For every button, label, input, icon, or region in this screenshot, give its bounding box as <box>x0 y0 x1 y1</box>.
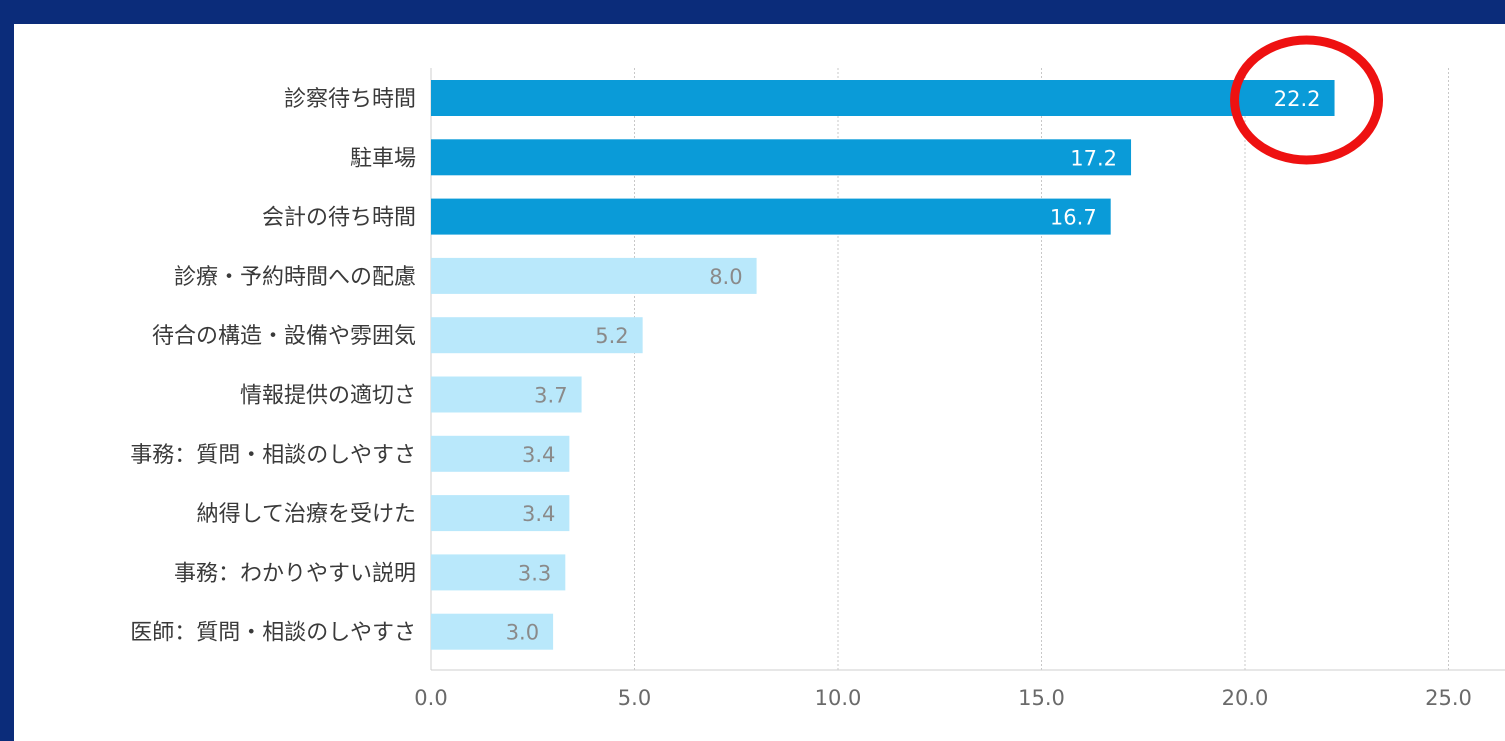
bar-6 <box>431 376 582 413</box>
category-label-6: 情報提供の適切さ <box>240 384 416 409</box>
bar-value-label-4: 8.0 <box>709 265 742 289</box>
bar-value-label-5: 5.2 <box>595 324 628 348</box>
bar-5 <box>431 317 643 354</box>
category-label-5: 待合の構造・設備や雰囲気 <box>152 324 416 349</box>
bar-chart: 22.2 診察待ち時間 17.2 駐車場 16.7 会計の待ち時間 8.0 診療・予約時間への… <box>130 35 1505 710</box>
bar-value-label-2: 17.2 <box>1070 146 1117 170</box>
bar-3 <box>431 198 1111 235</box>
bar-value-label-9: 3.3 <box>518 561 551 585</box>
bar-value-label-7: 3.4 <box>522 443 555 467</box>
x-tick-label-3: 15.0 <box>1018 686 1065 710</box>
bar-7 <box>431 435 570 472</box>
x-tick-label-4: 20.0 <box>1222 686 1269 710</box>
category-label-2: 駐車場 <box>350 146 416 171</box>
x-tick-label-5: 25.0 <box>1425 686 1472 710</box>
bar-value-label-10: 3.0 <box>506 621 539 645</box>
bar-value-label-3: 16.7 <box>1050 206 1097 230</box>
category-label-1: 診察待ち時間 <box>284 87 416 112</box>
bar-9 <box>431 554 566 591</box>
bar-2 <box>431 139 1132 176</box>
category-label-9: 事務：わかりやすい説明 <box>174 561 416 586</box>
bar-value-label-1: 22.2 <box>1274 87 1321 111</box>
category-label-3: 会計の待ち時間 <box>262 206 416 231</box>
x-tick-label-2: 10.0 <box>815 686 862 710</box>
highlight-circle-annotation <box>1230 35 1384 165</box>
x-tick-label-1: 5.0 <box>618 686 651 710</box>
category-label-10: 医師：質問・相談のしやすさ <box>130 621 416 646</box>
chart-panel: 22.2 診察待ち時間 17.2 駐車場 16.7 会計の待ち時間 8.0 診療・予約時間への… <box>14 24 1505 741</box>
category-label-7: 事務：質問・相談のしやすさ <box>130 443 416 468</box>
bar-10 <box>431 613 554 650</box>
bar-4 <box>431 257 757 294</box>
category-label-4: 診療・予約時間への配慮 <box>174 265 416 290</box>
bar-value-label-6: 3.7 <box>534 384 567 408</box>
bar-8 <box>431 495 570 532</box>
category-label-8: 納得して治療を受けた <box>197 502 416 527</box>
x-tick-label-0: 0.0 <box>414 686 447 710</box>
bar-value-label-8: 3.4 <box>522 502 555 526</box>
bar-1 <box>431 80 1335 116</box>
